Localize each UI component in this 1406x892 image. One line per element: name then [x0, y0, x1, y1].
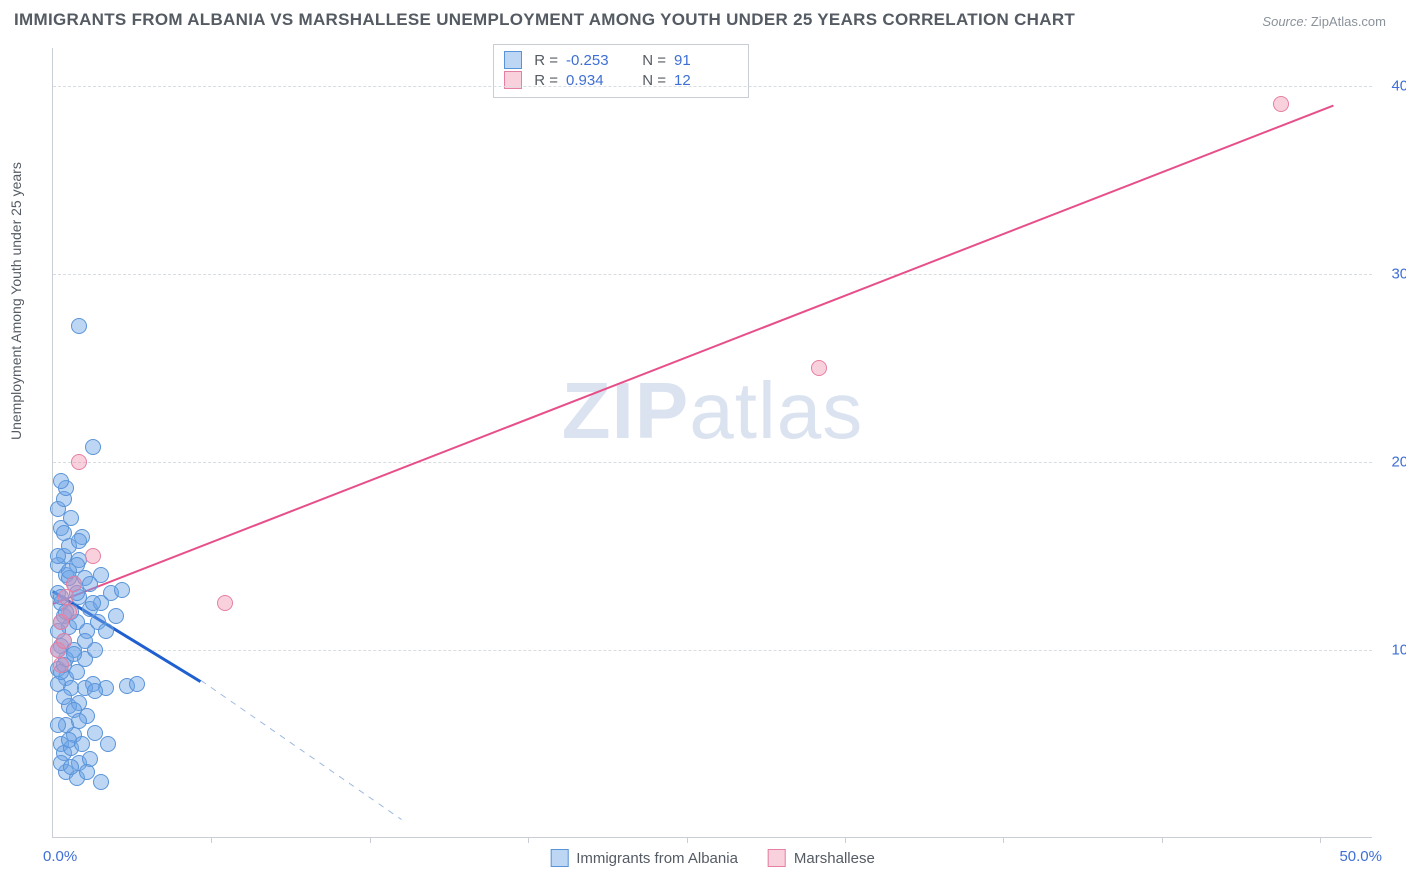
N-value-blue: 91 [674, 52, 738, 69]
scatter-point-blue [79, 764, 95, 780]
scatter-point-blue [100, 736, 116, 752]
source-attribution: Source: ZipAtlas.com [1262, 14, 1386, 29]
scatter-point-pink [217, 595, 233, 611]
scatter-point-blue [74, 736, 90, 752]
scatter-point-pink [85, 548, 101, 564]
source-label: Source: [1262, 14, 1307, 29]
scatter-point-blue [114, 582, 130, 598]
source-name: ZipAtlas.com [1311, 14, 1386, 29]
scatter-point-blue [56, 525, 72, 541]
x-tick-mark [687, 837, 688, 843]
gridline-h [53, 274, 1372, 275]
scatter-point-pink [71, 454, 87, 470]
swatch-pink [768, 849, 786, 867]
scatter-point-pink [61, 604, 77, 620]
stats-legend: R = -0.253 N = 91 R = 0.934 N = 12 [493, 44, 749, 98]
scatter-point-blue [77, 633, 93, 649]
scatter-point-blue [71, 713, 87, 729]
x-tick-mark [1003, 837, 1004, 843]
trend-line [200, 680, 401, 820]
x-tick-mark [211, 837, 212, 843]
y-axis-label: Unemployment Among Youth under 25 years [8, 162, 24, 440]
scatter-point-blue [129, 676, 145, 692]
scatter-point-blue [71, 318, 87, 334]
x-tick-mark [1162, 837, 1163, 843]
legend-label-blue: Immigrants from Albania [576, 850, 738, 867]
N-label: N = [638, 52, 666, 69]
scatter-point-blue [87, 725, 103, 741]
watermark: ZIPatlas [562, 365, 863, 457]
y-tick-label: 20.0% [1379, 453, 1406, 470]
scatter-point-pink [53, 657, 69, 673]
scatter-point-blue [50, 548, 66, 564]
legend-item-pink: Marshallese [768, 849, 875, 867]
scatter-point-blue [50, 717, 66, 733]
stats-row-blue: R = -0.253 N = 91 [504, 51, 738, 69]
scatter-point-blue [85, 595, 101, 611]
legend-label-pink: Marshallese [794, 850, 875, 867]
scatter-point-pink [56, 633, 72, 649]
x-tick-mark [845, 837, 846, 843]
plot-area: ZIPatlas R = -0.253 N = 91 R = 0.934 N =… [52, 48, 1372, 838]
y-tick-label: 10.0% [1379, 641, 1406, 658]
scatter-point-blue [53, 473, 69, 489]
scatter-point-blue [71, 533, 87, 549]
scatter-point-blue [98, 623, 114, 639]
gridline-h [53, 86, 1372, 87]
x-tick-origin: 0.0% [43, 848, 77, 865]
x-tick-mark [370, 837, 371, 843]
scatter-point-pink [1273, 96, 1289, 112]
trend-line [53, 104, 1334, 604]
scatter-point-pink [811, 360, 827, 376]
gridline-h [53, 462, 1372, 463]
gridline-h [53, 650, 1372, 651]
swatch-blue [550, 849, 568, 867]
scatter-point-blue [63, 759, 79, 775]
bottom-legend: Immigrants from Albania Marshallese [550, 849, 875, 867]
scatter-point-blue [66, 646, 82, 662]
scatter-point-blue [108, 608, 124, 624]
scatter-point-blue [85, 439, 101, 455]
chart-title: IMMIGRANTS FROM ALBANIA VS MARSHALLESE U… [14, 10, 1075, 30]
x-tick-mark [528, 837, 529, 843]
scatter-point-blue [63, 510, 79, 526]
R-value-blue: -0.253 [566, 52, 630, 69]
scatter-point-pink [66, 576, 82, 592]
legend-item-blue: Immigrants from Albania [550, 849, 738, 867]
x-tick-mark [1320, 837, 1321, 843]
scatter-point-blue [93, 774, 109, 790]
R-label: R = [530, 52, 558, 69]
x-tick-end: 50.0% [1339, 848, 1382, 865]
y-tick-label: 30.0% [1379, 265, 1406, 282]
y-tick-label: 40.0% [1379, 77, 1406, 94]
scatter-point-blue [82, 576, 98, 592]
swatch-blue [504, 51, 522, 69]
scatter-point-blue [87, 683, 103, 699]
watermark-light: atlas [689, 366, 863, 455]
